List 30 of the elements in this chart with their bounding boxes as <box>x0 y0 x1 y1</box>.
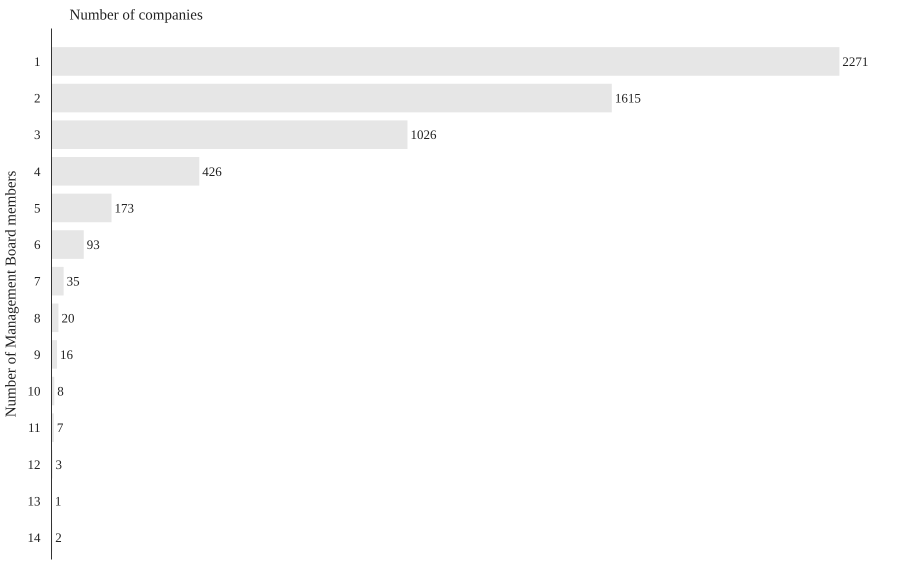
y-tick-label: 1 <box>34 54 40 69</box>
y-tick-label: 3 <box>34 127 40 142</box>
data-label: 7 <box>56 420 64 436</box>
y-axis-title: Number of Management Board members <box>4 170 20 418</box>
y-tick-label: 13 <box>28 493 40 508</box>
y-tick-label: 14 <box>28 530 41 546</box>
data-label: 8 <box>57 384 64 399</box>
y-tick-label: 4 <box>34 164 41 179</box>
data-label: 20 <box>61 310 74 326</box>
chart-title: Number of companies <box>70 8 203 24</box>
y-tick-label: 7 <box>34 274 41 289</box>
data-label: 1 <box>54 493 62 508</box>
y-tick-label: 5 <box>34 200 40 216</box>
data-label: 93 <box>86 237 100 252</box>
data-label: 173 <box>114 200 134 216</box>
data-label: 2 <box>55 530 62 546</box>
y-tick-label: 9 <box>34 346 40 362</box>
data-label: 3 <box>56 456 62 472</box>
data-label: 2271 <box>842 54 868 69</box>
y-tick-label: 8 <box>34 310 40 326</box>
data-label: 35 <box>66 274 80 289</box>
y-tick-label: 12 <box>28 456 40 472</box>
data-label: 16 <box>60 346 74 362</box>
data-label: 1615 <box>614 90 641 106</box>
y-tick-label: 2 <box>34 90 40 106</box>
y-tick-label: 6 <box>34 237 41 252</box>
y-tick-label: 10 <box>28 384 40 399</box>
data-label: 1026 <box>410 127 437 142</box>
y-tick-label: 11 <box>28 420 41 436</box>
data-label: 426 <box>202 164 222 179</box>
